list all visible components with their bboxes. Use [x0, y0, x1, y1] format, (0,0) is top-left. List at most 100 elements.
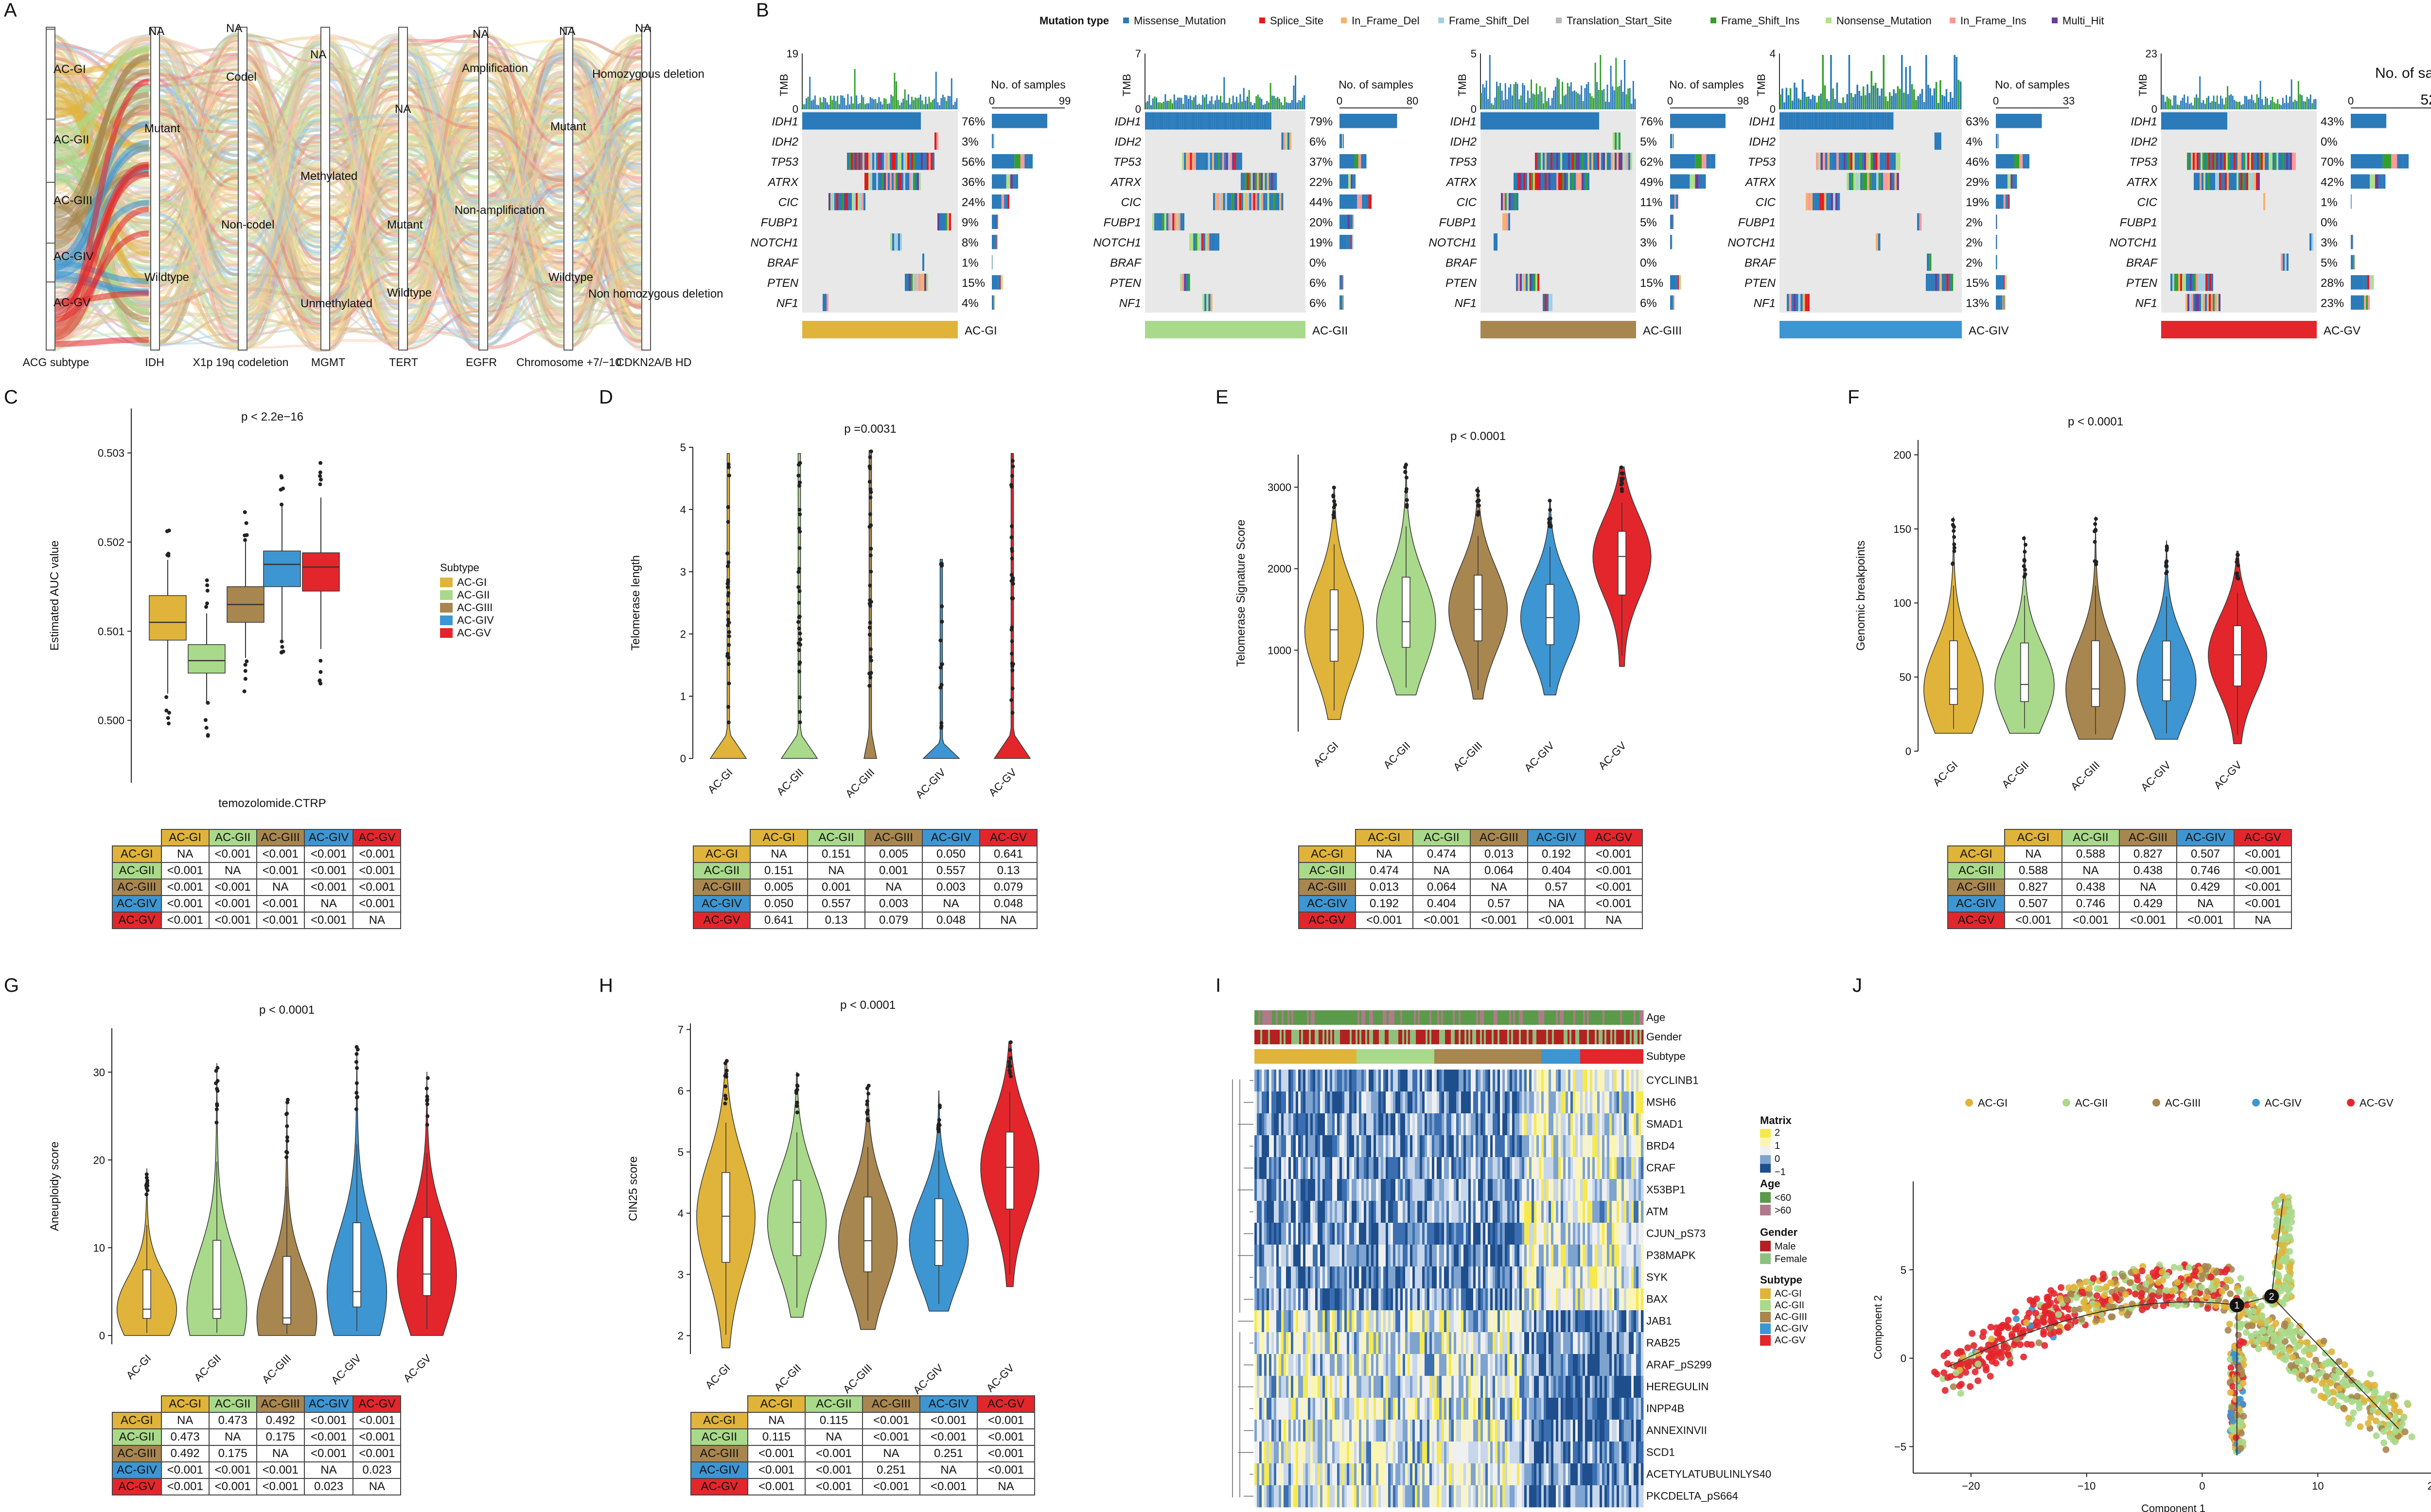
age-annotation-cell — [1459, 1010, 1461, 1025]
heatmap-cell — [1534, 1157, 1537, 1179]
heatmap-cell — [1463, 1157, 1466, 1179]
tmb-bar — [2234, 100, 2236, 109]
heatmap-cell — [1629, 1157, 1632, 1179]
outlier-point — [797, 589, 802, 593]
heatmap-cell — [1529, 1135, 1532, 1158]
heatmap-cell — [1468, 1091, 1471, 1114]
mutation-cell — [1225, 193, 1227, 211]
tmb-bar — [1801, 79, 1804, 109]
mutation-cell — [1147, 112, 1149, 130]
mutation-cell — [2198, 274, 2200, 291]
heatmap-cell — [1446, 1113, 1449, 1136]
age-annotation-cell — [1313, 1010, 1315, 1025]
samples-min-tick: 0 — [2348, 95, 2354, 107]
mutation-cell — [1786, 112, 1789, 130]
sample-count-bar — [994, 295, 995, 310]
heatmap-cell — [1386, 1157, 1389, 1179]
gender-annotation-cell — [1359, 1030, 1362, 1044]
age-annotation-cell — [1478, 1010, 1480, 1025]
tmb-bar — [1287, 103, 1289, 109]
legend-swatch — [1556, 18, 1562, 23]
age-annotation-cell — [1571, 1010, 1574, 1025]
heatmap-cell — [1267, 1070, 1269, 1092]
tmb-bar — [2313, 99, 2315, 109]
heatmap-cell — [1391, 1070, 1393, 1092]
tmb-bar — [1903, 92, 1905, 109]
mutation-cell — [1806, 193, 1808, 211]
alluvial-flow — [52, 50, 648, 265]
p-value-title: p < 0.0001 — [840, 999, 896, 1012]
heatmap-cell — [1583, 1157, 1585, 1179]
heatmap-cell — [1641, 1288, 1644, 1311]
mutation-cell — [884, 112, 886, 130]
box-AC-GI — [149, 595, 187, 641]
heatmap-cell — [1318, 1113, 1321, 1136]
tmb-bar — [1284, 96, 1286, 109]
heatmap-cell — [1471, 1288, 1474, 1311]
heatmap-cell — [1507, 1223, 1510, 1245]
tmb-bar — [844, 98, 846, 109]
heatmap-cell — [1478, 1266, 1481, 1289]
heatmap-cell — [1347, 1091, 1350, 1114]
tmb-bar — [1296, 102, 1298, 109]
age-annotation-cell — [1352, 1010, 1354, 1025]
mutation-cell — [915, 274, 916, 291]
mutation-cell — [2290, 153, 2292, 170]
mutation-cell — [892, 233, 894, 251]
mutation-pct: 29% — [1966, 176, 1989, 189]
heatmap-cell — [1510, 1288, 1513, 1311]
heatmap-cell — [1563, 1070, 1566, 1092]
mutation-cell — [1519, 112, 1521, 130]
mutation-cell — [934, 132, 936, 150]
mutation-cell — [1205, 112, 1207, 130]
sample-count-bar — [2368, 295, 2370, 310]
heatmap-cell — [1427, 1157, 1430, 1179]
heatmap-cell — [1568, 1266, 1571, 1289]
mutation-cell — [1556, 112, 1558, 130]
mutation-cell — [1868, 153, 1871, 170]
heatmap-cell — [1488, 1201, 1491, 1223]
outlier-point — [1404, 475, 1409, 480]
heatmap-cell — [1364, 1157, 1367, 1179]
sample-count-bar — [1010, 174, 1013, 189]
heatmap-cell — [1417, 1113, 1420, 1136]
mutation-cell — [1564, 173, 1566, 190]
age-annotation-cell — [1579, 1010, 1582, 1025]
tmb-bar — [2247, 99, 2249, 109]
mutation-cell — [1255, 112, 1257, 130]
sample-count-bar — [1676, 275, 1678, 290]
mutation-cell — [884, 173, 886, 190]
heatmap-cell — [1446, 1223, 1449, 1245]
tmb-bar — [1610, 66, 1612, 109]
mutation-cell — [1802, 112, 1805, 130]
outlier-point — [1475, 488, 1480, 492]
heatmap-cell — [1322, 1310, 1325, 1333]
age-annotation-cell — [1610, 1010, 1613, 1025]
heatmap-cell — [1590, 1113, 1593, 1136]
heatmap-cell — [1400, 1223, 1403, 1245]
heatmap-cell — [1551, 1223, 1554, 1245]
heatmap-cell — [1604, 1179, 1607, 1201]
gene-label: IDH2 — [772, 136, 798, 149]
mutation-cell — [1223, 193, 1225, 211]
heatmap-cell — [1337, 1245, 1340, 1267]
mutation-cell — [1531, 173, 1533, 190]
mutation-cell — [1835, 193, 1838, 211]
heatmap-cell — [1257, 1091, 1260, 1114]
mutation-pct: 19% — [1966, 196, 1989, 209]
heatmap-cell — [1313, 1288, 1316, 1311]
tmb-bar — [2177, 104, 2178, 109]
heatmap-cell — [1395, 1310, 1398, 1333]
heatmap-cell — [1344, 1113, 1347, 1136]
age-annotation-cell — [1262, 1010, 1265, 1025]
tmb-bar — [849, 104, 850, 109]
heatmap-cell — [1376, 1310, 1379, 1333]
heatmap-cell — [1339, 1157, 1342, 1179]
gender-annotation-cell — [1641, 1030, 1644, 1044]
mutation-cell — [1613, 153, 1615, 170]
heatmap-cell — [1568, 1288, 1571, 1311]
tmb-bar — [1828, 101, 1830, 109]
heatmap-cell — [1551, 1070, 1554, 1092]
tmb-bar — [2206, 98, 2208, 109]
sample-count-bar — [2367, 275, 2370, 290]
